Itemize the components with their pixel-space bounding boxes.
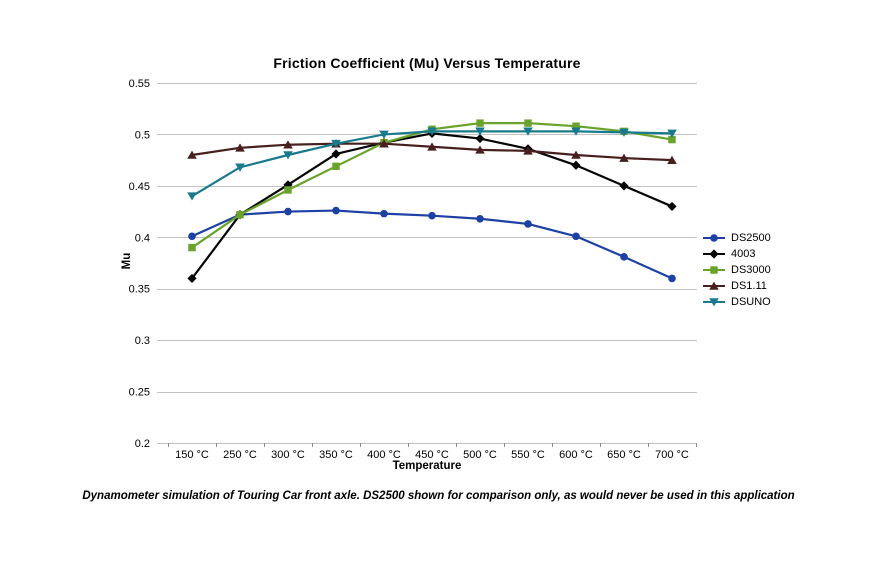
legend-label: DS1.11: [731, 280, 767, 292]
circle-marker: [188, 232, 196, 241]
square-marker: [668, 135, 676, 144]
x-tick-label: 400 °C: [367, 449, 401, 461]
circle-marker: [710, 234, 718, 242]
circle-marker: [284, 207, 292, 216]
chart-legend: DS2500 4003 DS3000 DS1.11 DSUNO: [702, 230, 771, 310]
triangle-down-marker: [475, 127, 485, 136]
circle-marker: [428, 211, 436, 220]
y-tick-label: 0.4: [135, 232, 150, 244]
triangle-down-marker: [427, 127, 437, 136]
series-DS2500: [188, 206, 676, 283]
triangle-down-marker: [187, 192, 197, 201]
triangle-up-marker: [619, 153, 629, 162]
y-tick-label: 0.5: [135, 129, 150, 141]
series-DS1.11: [187, 139, 677, 164]
circle-marker: [476, 214, 484, 223]
square-marker: [236, 210, 244, 219]
triangle-down-marker: [331, 139, 341, 149]
circle-marker: [332, 206, 340, 215]
diamond-marker: [475, 133, 485, 144]
triangle-up-marker: [283, 140, 293, 149]
triangle-up-marker: [571, 150, 581, 159]
series-DS3000: [188, 119, 676, 252]
triangle-up-marker: [709, 281, 719, 290]
square-marker: [524, 119, 532, 127]
x-tick-label: 650 °C: [607, 449, 641, 461]
triangle-down-marker: [283, 151, 293, 160]
square-marker: [332, 162, 340, 171]
triangle-up-marker: [475, 145, 485, 154]
y-tick-label: 0.35: [129, 284, 150, 296]
triangle-up-marker: [379, 139, 389, 148]
x-tick-label: 500 °C: [463, 449, 497, 461]
square-marker: [572, 122, 580, 130]
diamond-marker: [667, 201, 677, 212]
triangle-down-marker: [667, 129, 677, 138]
square-marker: [710, 266, 718, 274]
legend-circle-icon: [703, 234, 725, 242]
x-tick-label: 350 °C: [319, 449, 353, 461]
x-tick-label: 700 °C: [655, 449, 689, 461]
y-tick-label: 0.25: [129, 387, 150, 399]
x-tick-label: 150 °C: [175, 449, 209, 461]
x-tick-label: 450 °C: [415, 449, 449, 461]
chart-title: Friction Coefficient (Mu) Versus Tempera…: [273, 55, 581, 71]
triangle-up-marker: [523, 146, 533, 155]
chart-caption: Dynamometer simulation of Touring Car fr…: [82, 490, 795, 502]
x-tick-label: 550 °C: [511, 449, 545, 461]
legend-label: 4003: [731, 248, 756, 260]
legend-diamond-icon: [703, 249, 725, 259]
y-tick-label: 0.2: [135, 438, 150, 450]
legend-item-4003: 4003: [702, 246, 771, 262]
circle-marker: [620, 253, 628, 261]
triangle-down-marker: [619, 128, 629, 137]
triangle-up-marker: [187, 150, 197, 159]
series-4003: [187, 128, 677, 284]
square-marker: [476, 119, 484, 127]
triangle-down-marker: [523, 127, 533, 136]
y-tick-label: 0.55: [129, 78, 150, 90]
triangle-up-marker: [667, 155, 677, 164]
x-tick-label: 600 °C: [559, 449, 593, 461]
diamond-marker: [709, 249, 719, 259]
x-tick-label: 250 °C: [223, 449, 257, 461]
legend-label: DS2500: [731, 232, 771, 244]
legend-square-icon: [703, 266, 725, 274]
diamond-marker: [571, 160, 581, 170]
circle-marker: [668, 274, 676, 283]
circle-marker: [572, 232, 580, 241]
series-line-DS3000: [191, 122, 673, 249]
series-DSUNO: [187, 127, 677, 201]
square-marker: [188, 243, 196, 252]
legend-item-DSUNO: DSUNO: [702, 294, 771, 310]
diamond-marker: [619, 181, 629, 191]
diamond-marker: [187, 273, 197, 284]
y-tick-label: 0.45: [129, 181, 150, 193]
series-line-DS2500: [191, 209, 673, 280]
triangle-down-marker: [235, 163, 245, 172]
legend-item-DS3000: DS3000: [702, 262, 771, 278]
square-marker: [284, 186, 292, 194]
triangle-up-marker: [235, 143, 245, 152]
triangle-down-marker: [709, 298, 719, 307]
legend-label: DSUNO: [731, 296, 771, 308]
diamond-marker: [331, 149, 341, 159]
x-tick-label: 300 °C: [271, 449, 305, 461]
triangle-down-marker: [571, 127, 581, 136]
legend-triangle-down-icon: [703, 298, 725, 307]
legend-label: DS3000: [731, 264, 771, 276]
circle-marker: [380, 209, 388, 218]
legend-item-DS1.11: DS1.11: [702, 278, 771, 294]
circle-marker: [524, 220, 532, 228]
legend-item-DS2500: DS2500: [702, 230, 771, 246]
y-tick-label: 0.3: [135, 335, 150, 347]
series-line-4003: [191, 132, 673, 280]
triangle-down-marker: [379, 130, 389, 139]
legend-triangle-up-icon: [703, 281, 725, 290]
x-axis-title: Temperature: [392, 460, 462, 472]
triangle-up-marker: [427, 142, 437, 151]
